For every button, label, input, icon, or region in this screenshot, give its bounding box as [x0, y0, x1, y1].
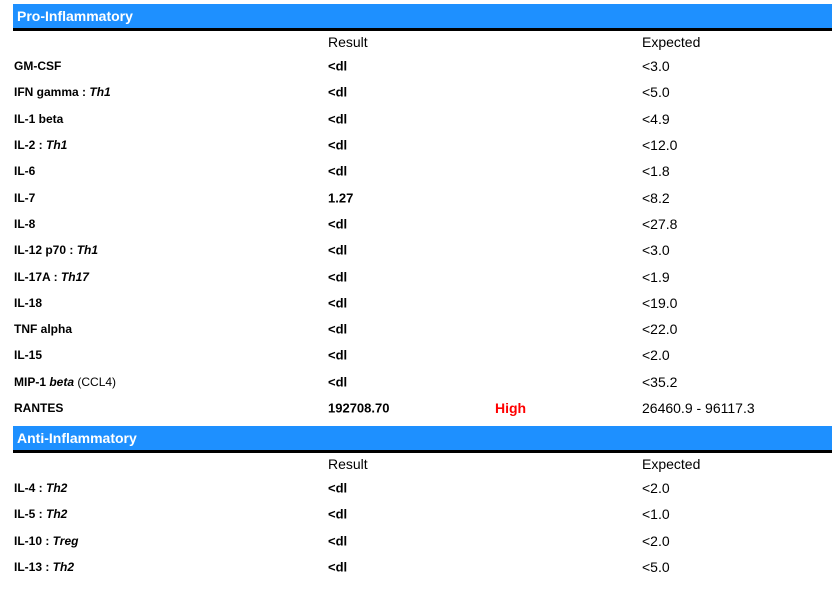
table-row: IL-7 1.27 <8.2 — [13, 184, 832, 210]
expected-range: <22.0 — [642, 321, 678, 338]
table-row: IL-10 : Treg <dl <2.0 — [13, 528, 832, 554]
result-value: <dl — [328, 321, 348, 337]
expected-range: <8.2 — [642, 189, 670, 206]
result-value: <dl — [328, 137, 348, 153]
analyte-name: IL-5 : Th2 — [14, 507, 68, 522]
analyte-name: RANTES — [14, 401, 64, 415]
table-row: GM-CSF <dl <3.0 — [13, 53, 832, 79]
expected-range: <2.0 — [642, 347, 670, 364]
column-header-row: Result Expected — [13, 453, 832, 475]
result-value: <dl — [328, 374, 348, 390]
analyte-name: IL-13 : Th2 — [14, 560, 75, 575]
status-flag: High — [495, 400, 527, 416]
table-row: IL-2 : Th1 <dl <12.0 — [13, 132, 832, 158]
result-value: <dl — [328, 295, 348, 311]
result-value: <dl — [328, 84, 348, 100]
analyte-name: IL-4 : Th2 — [14, 481, 68, 496]
analyte-name: IL-6 — [14, 164, 36, 179]
analyte-name: IL-7 — [14, 190, 36, 205]
result-value: <dl — [328, 58, 348, 74]
table-row: IFN gamma : Th1 <dl <5.0 — [13, 79, 832, 105]
expected-range: <5.0 — [642, 559, 670, 576]
table-row: IL-4 : Th2 <dl <2.0 — [13, 475, 832, 501]
table-row: IL-17A : Th17 <dl <1.9 — [13, 263, 832, 289]
table-row: IL-18 <dl <19.0 — [13, 290, 832, 316]
analyte-name: IL-18 — [14, 295, 43, 310]
expected-column-header: Expected — [642, 456, 701, 472]
section-header: Pro-Inflammatory — [13, 4, 832, 31]
analyte-name: IL-10 : Treg — [14, 533, 79, 548]
table-row: IL-8 <dl <27.8 — [13, 211, 832, 237]
expected-range: <4.9 — [642, 110, 670, 127]
expected-range: <12.0 — [642, 137, 678, 154]
table-row: IL-12 p70 : Th1 <dl <3.0 — [13, 237, 832, 263]
table-row: RANTES 192708.70 High 26460.9 - 96117.3 — [13, 395, 832, 421]
result-value: <dl — [328, 506, 348, 522]
analyte-name: IL-1 beta — [14, 111, 64, 126]
table-row: IL-13 : Th2 <dl <5.0 — [13, 554, 832, 580]
analyte-name: GM-CSF — [14, 59, 62, 74]
expected-range: <3.0 — [642, 58, 670, 75]
expected-range: <3.0 — [642, 242, 670, 259]
table-row: IL-15 <dl <2.0 — [13, 342, 832, 368]
result-column-header: Result — [328, 456, 368, 472]
expected-range: <35.2 — [642, 373, 678, 390]
expected-range: <1.9 — [642, 268, 670, 285]
expected-range: <1.8 — [642, 163, 670, 180]
result-value: <dl — [328, 533, 348, 549]
expected-range: 26460.9 - 96117.3 — [642, 400, 755, 416]
table-row: MIP-1 beta (CCL4) <dl <35.2 — [13, 369, 832, 395]
result-value: <dl — [328, 216, 348, 232]
result-value: <dl — [328, 163, 348, 179]
result-value: <dl — [328, 559, 348, 575]
expected-range: <1.0 — [642, 506, 670, 523]
column-header-row: Result Expected — [13, 31, 832, 53]
result-column-header: Result — [328, 34, 368, 50]
analyte-name: IL-2 : Th1 — [14, 138, 68, 153]
result-value: <dl — [328, 111, 348, 127]
expected-range: <2.0 — [642, 532, 670, 549]
table-row: IL-5 : Th2 <dl <1.0 — [13, 501, 832, 527]
analyte-name: MIP-1 beta (CCL4) — [14, 374, 117, 389]
section-header: Anti-Inflammatory — [13, 426, 832, 453]
expected-range: <2.0 — [642, 480, 670, 497]
analyte-name: IL-12 p70 : Th1 — [14, 243, 99, 258]
analyte-name: IFN gamma : Th1 — [14, 85, 111, 100]
result-value: 1.27 — [328, 190, 354, 206]
result-value: <dl — [328, 347, 348, 363]
expected-range: <19.0 — [642, 294, 678, 311]
table-row: IL-1 beta <dl <4.9 — [13, 106, 832, 132]
result-value: <dl — [328, 269, 348, 285]
section-pro-inflammatory: Pro-Inflammatory Result Expected GM-CSF … — [13, 4, 832, 421]
result-value: <dl — [328, 242, 348, 258]
expected-range: <5.0 — [642, 84, 670, 101]
analyte-name: IL-17A : Th17 — [14, 269, 89, 284]
section-anti-inflammatory: Anti-Inflammatory Result Expected IL-4 :… — [13, 426, 832, 580]
result-value: <dl — [328, 480, 348, 496]
expected-column-header: Expected — [642, 34, 701, 50]
table-row: TNF alpha <dl <22.0 — [13, 316, 832, 342]
analyte-name: IL-8 — [14, 216, 36, 231]
analyte-name: TNF alpha — [14, 322, 73, 337]
table-row: IL-6 <dl <1.8 — [13, 158, 832, 184]
analyte-name: IL-15 — [14, 348, 43, 363]
result-value: 192708.70 — [328, 400, 390, 416]
expected-range: <27.8 — [642, 215, 678, 232]
